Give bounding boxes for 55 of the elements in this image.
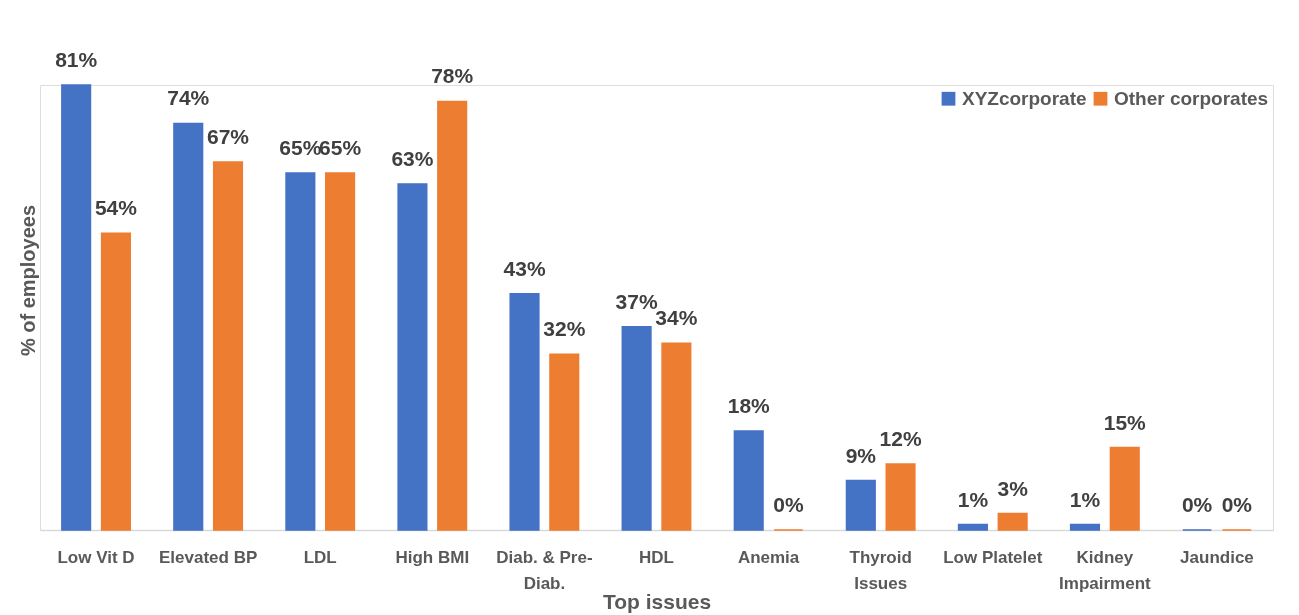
legend-label: Other corporates (1114, 87, 1269, 109)
data-label: 74% (167, 86, 210, 110)
data-label: 81% (55, 48, 98, 71)
x-tick-label: HDL (639, 547, 674, 567)
data-label: 1% (957, 487, 989, 511)
data-label: 43% (503, 256, 546, 280)
data-label: 37% (615, 289, 658, 313)
data-label: 32% (543, 317, 586, 341)
bar (397, 183, 428, 531)
x-tick-label: Low Platelet (943, 547, 1043, 567)
legend-label: XYZcorporate (962, 87, 1087, 109)
bar (733, 430, 764, 531)
data-label: 1% (1069, 487, 1101, 511)
bar (885, 463, 916, 531)
x-tick-label: Kidney Impairment (1059, 547, 1152, 593)
bar (509, 293, 540, 531)
data-label: 0% (1181, 493, 1213, 516)
x-tick-label: Jaundice (1180, 547, 1254, 567)
bar (621, 325, 652, 531)
data-label: 3% (997, 476, 1029, 500)
data-label: 67% (207, 124, 250, 148)
x-tick-label: Low Vit D (57, 547, 135, 567)
bar (325, 172, 356, 531)
x-tick-label: Anemia (737, 547, 800, 567)
data-label: 65% (319, 135, 362, 159)
data-label: 54% (94, 196, 138, 220)
data-label: 65% (279, 135, 322, 159)
data-label: 63% (391, 146, 434, 170)
x-tick-label: Elevated BP (159, 547, 258, 567)
data-label: 9% (845, 443, 877, 467)
x-tick-label: High BMI (395, 547, 470, 567)
x-axis-title: Top issues (602, 589, 712, 613)
bar (1069, 523, 1101, 531)
data-label: 15% (1103, 410, 1147, 434)
bar (1109, 446, 1140, 531)
bar (661, 342, 692, 531)
bar (549, 353, 580, 531)
x-tick-label: Thyroid Issues (849, 547, 912, 593)
bar (285, 172, 316, 531)
bar (212, 161, 244, 531)
data-label: 78% (431, 64, 474, 88)
data-label: 0% (773, 493, 804, 516)
bar (997, 512, 1028, 531)
bar (437, 100, 468, 531)
bar (173, 122, 204, 531)
x-tick-label: Diab. & Pre-Diab. (496, 547, 593, 593)
bar (845, 479, 876, 531)
bar (61, 84, 92, 531)
data-label: 12% (879, 427, 922, 451)
data-label: 18% (727, 394, 771, 418)
x-tick-label: LDL (303, 547, 337, 567)
y-axis-title: % of employees (16, 204, 39, 357)
bar (100, 232, 131, 531)
bar (957, 523, 988, 531)
data-label: 0% (1221, 493, 1253, 516)
